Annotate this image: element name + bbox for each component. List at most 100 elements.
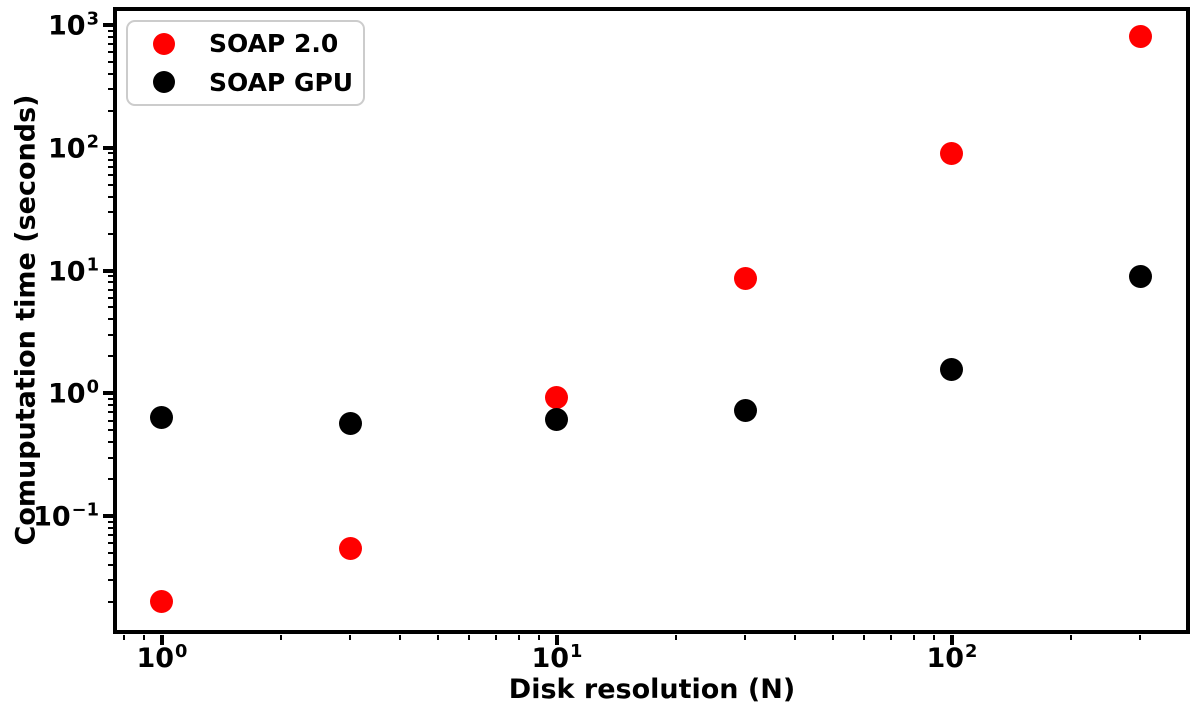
y-minor-tick-mark [108,29,113,32]
data-point-soap-2-0 [1128,25,1152,49]
data-point-soap-2-0 [733,267,757,291]
legend-marker-soap-2-0-icon [153,32,175,55]
y-minor-tick-mark [108,210,113,213]
y-minor-tick-mark [108,600,113,603]
y-minor-tick-mark [108,306,113,309]
y-minor-tick-mark [108,429,113,432]
data-point-soap-gpu [545,408,569,432]
y-minor-tick-mark [108,158,113,161]
y-minor-tick-mark [108,165,113,168]
x-tick-exponent: 0 [175,641,188,662]
x-tick-label: 101 [531,641,583,674]
x-minor-tick-mark [279,635,282,640]
x-tick-mark [949,635,954,645]
y-minor-tick-mark [108,152,113,155]
y-minor-tick-mark [108,51,113,54]
data-point-soap-gpu [338,411,362,435]
x-minor-tick-mark [517,635,520,640]
y-minor-tick-mark [108,288,113,291]
y-tick-label: 101 [48,254,99,287]
y-minor-tick-mark [108,404,113,407]
x-minor-tick-mark [468,635,471,640]
x-tick-mark [554,635,559,645]
y-minor-tick-mark [108,411,113,414]
y-minor-tick-mark [108,60,113,63]
y-minor-tick-mark [108,281,113,284]
y-minor-tick-mark [108,542,113,545]
y-minor-tick-mark [108,275,113,278]
legend-item-soap-2-0: SOAP 2.0 [128,27,363,61]
x-minor-tick-mark [674,635,677,640]
y-tick-mark [103,145,113,150]
x-tick-label: 102 [926,641,978,674]
y-axis-label: Comuputation time (seconds) [10,94,42,546]
x-minor-tick-mark [793,635,796,640]
y-minor-tick-mark [108,527,113,530]
y-minor-tick-mark [108,579,113,582]
y-tick-mark [103,22,113,27]
x-minor-tick-mark [863,635,866,640]
x-minor-tick-mark [122,635,125,640]
y-minor-tick-mark [108,72,113,75]
y-minor-tick-mark [108,183,113,186]
x-axis-label: Disk resolution (N) [508,674,796,705]
y-tick-mark [103,268,113,273]
y-minor-tick-mark [108,419,113,422]
y-minor-tick-mark [108,456,113,459]
x-minor-tick-mark [494,635,497,640]
x-tick-label: 100 [136,641,188,674]
y-minor-tick-mark [108,296,113,299]
legend-item-soap-gpu: SOAP GPU [128,65,363,99]
y-minor-tick-mark [108,109,113,112]
data-point-soap-2-0 [150,590,174,614]
legend-item-label: SOAP GPU [209,67,354,97]
y-minor-tick-mark [108,534,113,537]
y-minor-tick-mark [108,333,113,336]
y-tick-exponent: 0 [86,376,99,398]
x-minor-tick-mark [437,635,440,640]
y-minor-tick-mark [108,520,113,523]
y-minor-tick-mark [108,441,113,444]
legend-marker-soap-gpu-icon [153,71,175,94]
data-point-soap-2-0 [545,385,569,409]
y-minor-tick-mark [108,355,113,358]
y-tick-exponent: 2 [86,131,99,153]
x-minor-tick-mark [398,635,401,640]
x-minor-tick-mark [912,635,915,640]
y-minor-tick-mark [108,173,113,176]
legend: SOAP 2.0 SOAP GPU [126,20,365,106]
plot-area [113,7,1190,634]
y-minor-tick-mark [108,232,113,235]
y-tick-exponent: 3 [86,8,99,30]
x-minor-tick-mark [1139,635,1142,640]
data-point-soap-2-0 [338,536,362,560]
y-tick-exponent: −1 [71,499,99,521]
x-minor-tick-mark [889,635,892,640]
y-tick-label: 10−1 [33,499,99,533]
y-tick-label: 103 [48,8,99,42]
x-tick-exponent: 1 [570,641,583,662]
y-minor-tick-mark [108,88,113,91]
legend-item-label: SOAP 2.0 [209,29,339,59]
data-point-soap-gpu [940,358,964,382]
y-minor-tick-mark [108,552,113,555]
x-minor-tick-mark [142,635,145,640]
y-minor-tick-mark [108,563,113,566]
data-point-soap-gpu [1128,264,1152,288]
x-minor-tick-mark [832,635,835,640]
y-tick-label: 102 [48,131,99,165]
y-minor-tick-mark [108,478,113,481]
y-tick-exponent: 1 [86,254,99,276]
data-point-soap-2-0 [940,141,964,165]
y-tick-label: 100 [48,376,99,410]
x-minor-tick-mark [932,635,935,640]
y-minor-tick-mark [108,397,113,400]
x-minor-tick-mark [1069,635,1072,640]
y-minor-tick-mark [108,318,113,321]
data-point-soap-gpu [733,399,757,423]
y-tick-mark [103,514,113,519]
y-tick-mark [103,391,113,396]
x-minor-tick-mark [349,635,352,640]
x-tick-exponent: 2 [965,641,978,662]
